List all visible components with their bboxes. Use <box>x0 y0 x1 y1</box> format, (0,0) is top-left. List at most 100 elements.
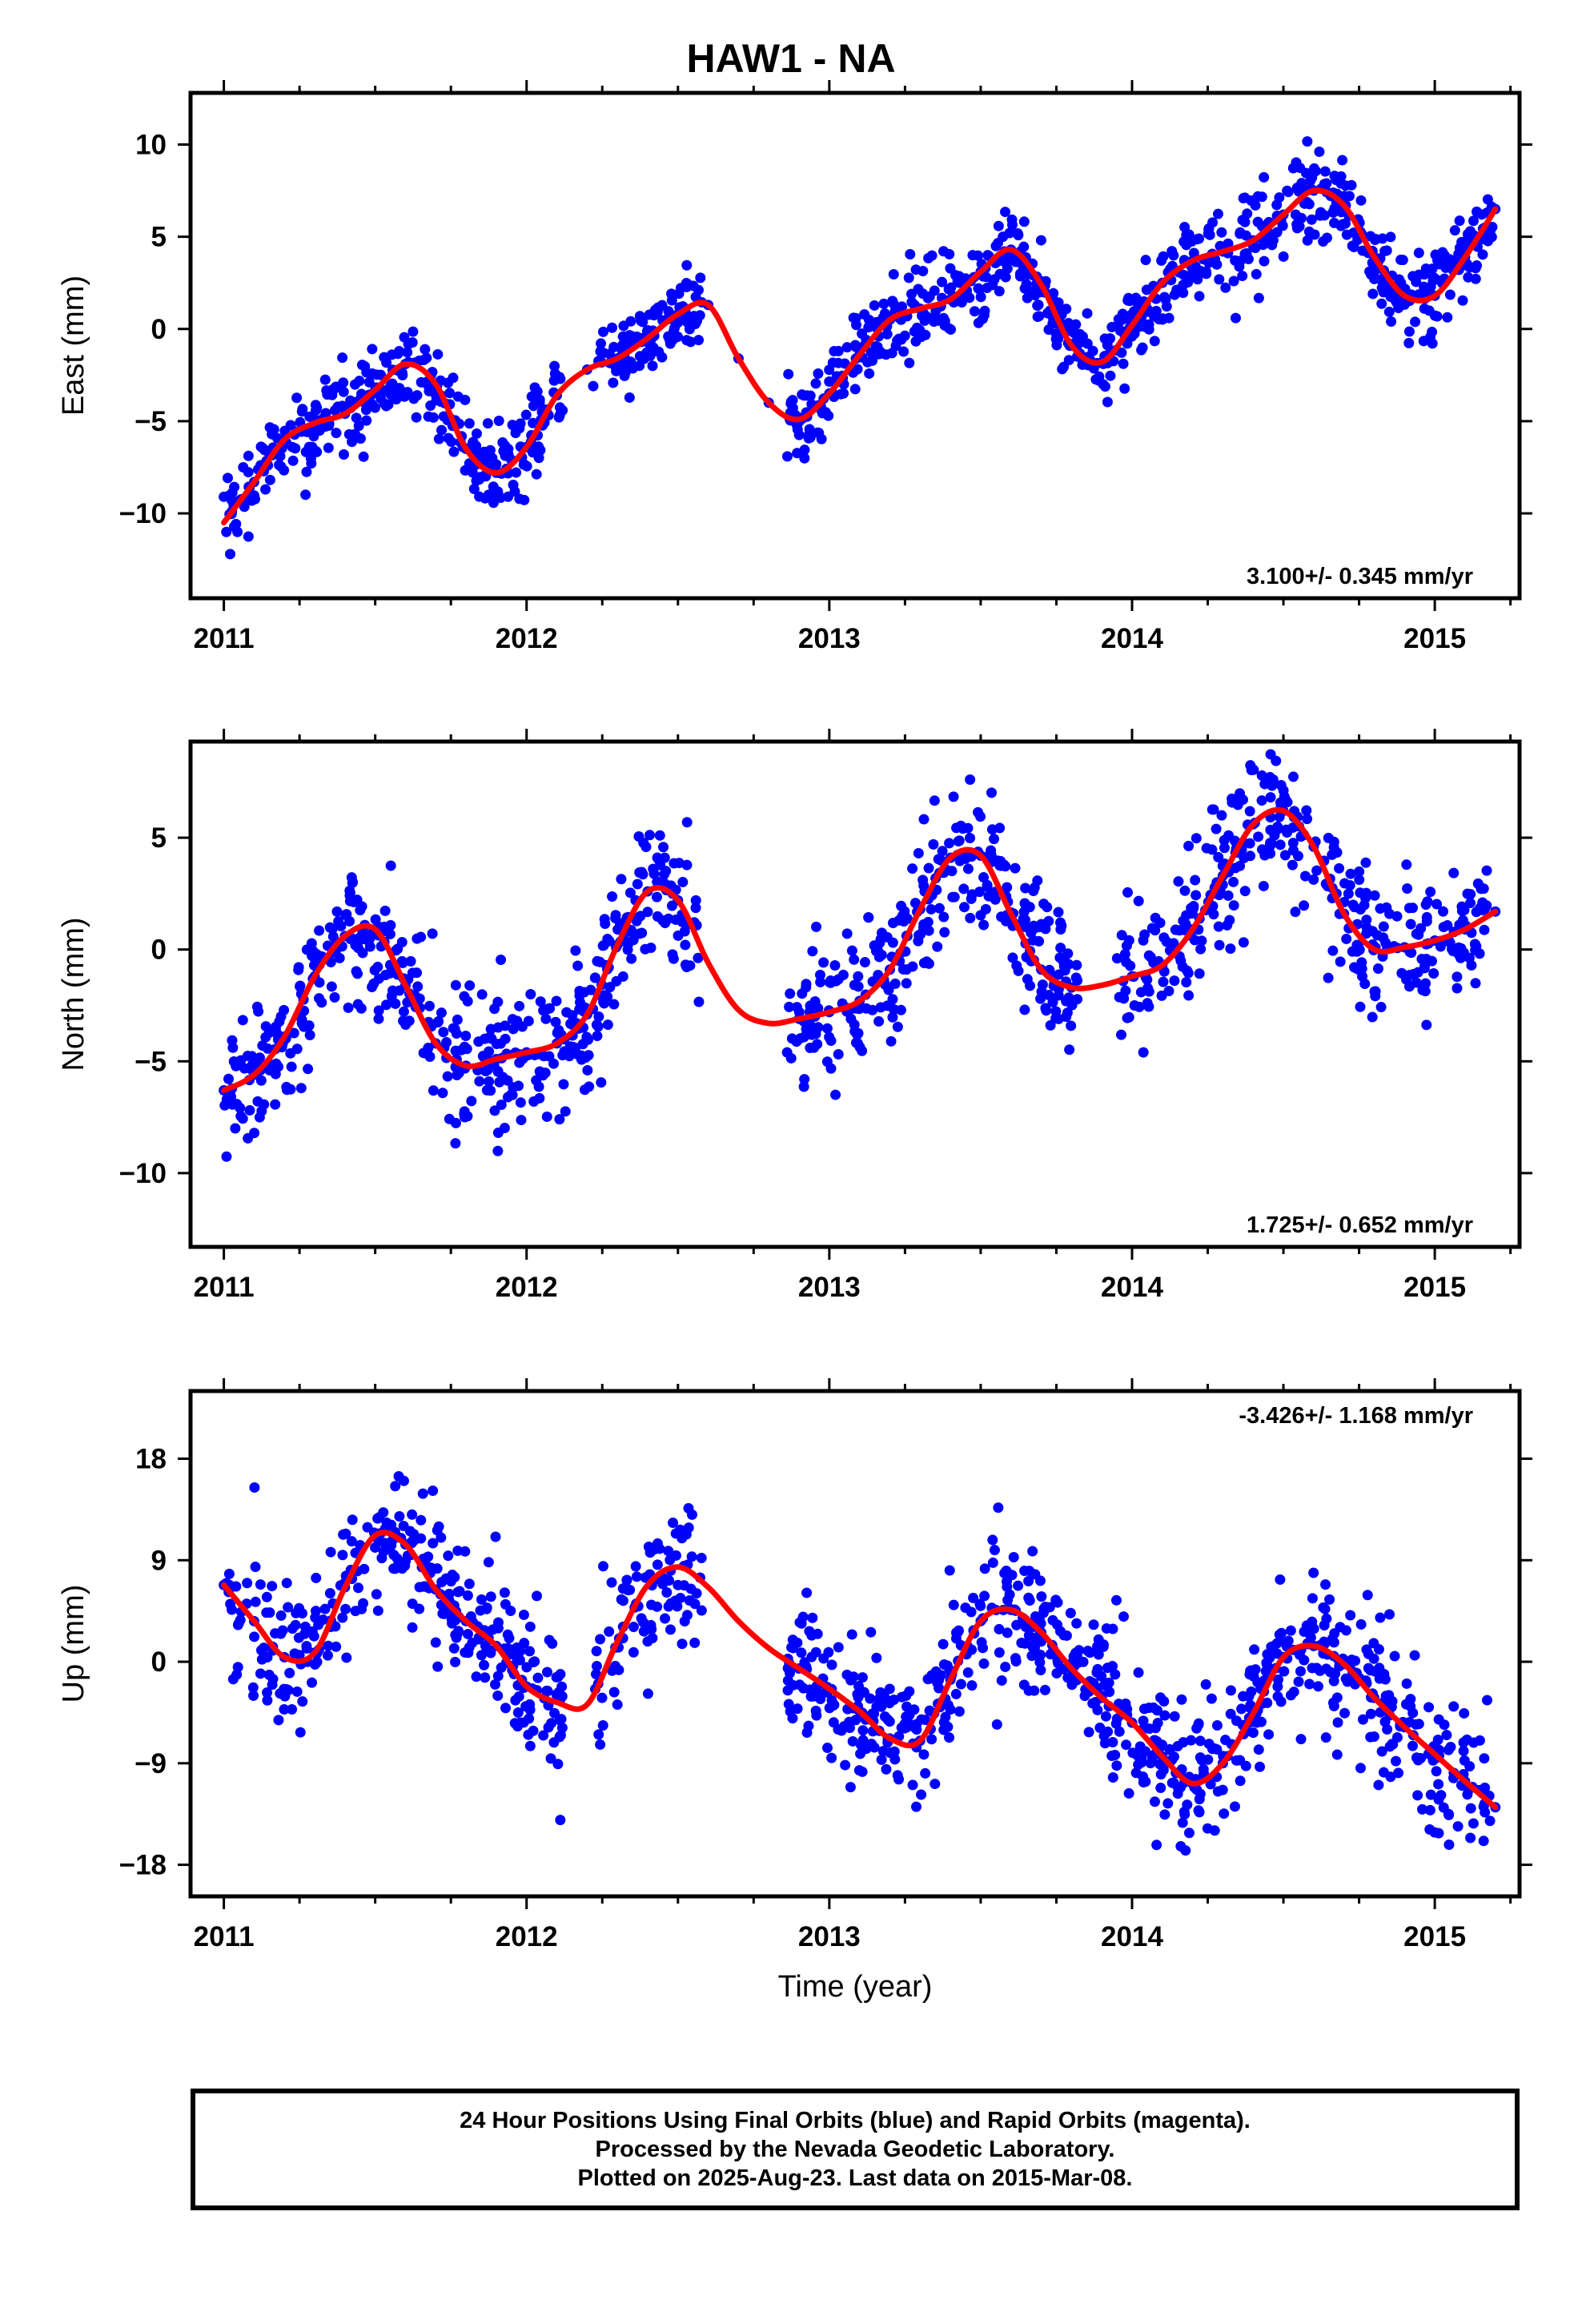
up-data-point <box>845 1782 856 1793</box>
east-data-point <box>1403 337 1415 348</box>
north-data-point <box>559 1046 570 1057</box>
north-data-point <box>385 860 396 871</box>
up-data-point <box>544 1634 555 1646</box>
up-data-point <box>284 1667 295 1679</box>
up-data-point <box>1332 1717 1343 1728</box>
up-data-point <box>1207 1743 1218 1755</box>
east-data-point <box>1238 193 1249 204</box>
up-data-point <box>390 1481 401 1492</box>
up-data-point <box>1478 1835 1489 1847</box>
north-data-point <box>497 1072 508 1083</box>
east-data-point <box>1140 255 1151 266</box>
up-data-point <box>1083 1727 1094 1738</box>
north-data-point <box>918 814 930 825</box>
up-data-point <box>994 1647 1005 1658</box>
north-data-point <box>341 909 352 920</box>
north-data-point <box>693 996 705 1007</box>
east-data-point <box>391 394 402 405</box>
up-data-point <box>1293 1676 1304 1687</box>
east-data-point <box>1214 274 1225 285</box>
up-data-point <box>1078 1656 1089 1667</box>
east-data-point <box>850 312 861 324</box>
north-data-point <box>1143 1001 1154 1012</box>
up-data-point <box>677 1638 688 1650</box>
up-data-point <box>1448 1701 1460 1712</box>
up-data-point <box>865 1626 877 1638</box>
east-data-point <box>300 489 311 501</box>
north-data-point <box>244 1104 255 1116</box>
north-data-point <box>1403 981 1415 992</box>
east-data-point <box>967 250 978 261</box>
north-data-point <box>1116 1029 1127 1040</box>
east-data-point <box>255 441 267 452</box>
up-data-point <box>595 1739 606 1750</box>
north-data-point <box>1032 875 1043 887</box>
up-data-point <box>979 1590 990 1602</box>
east-data-point <box>665 338 676 349</box>
east-data-point <box>1302 235 1313 246</box>
east-data-point <box>492 486 504 497</box>
up-data-point <box>968 1592 979 1603</box>
up-data-point <box>311 1656 323 1667</box>
east-data-point <box>554 372 565 383</box>
up-data-point <box>1051 1667 1062 1679</box>
east-data-point <box>1141 284 1152 296</box>
up-data-point <box>1400 1699 1411 1710</box>
east-rate-label: 3.100+/- 0.345 mm/yr <box>1247 564 1473 589</box>
north-y-tick-label: 5 <box>151 822 167 854</box>
up-data-point <box>866 1739 877 1751</box>
north-data-point <box>965 833 976 844</box>
up-rate-label: -3.426+/- 1.168 mm/yr <box>1239 1403 1473 1429</box>
up-data-point <box>801 1587 813 1598</box>
up-data-point <box>1054 1626 1066 1637</box>
up-data-point <box>532 1672 544 1683</box>
east-data-point <box>436 424 448 436</box>
up-data-point <box>1186 1735 1197 1746</box>
up-data-point <box>1255 1761 1266 1772</box>
north-data-point <box>667 949 678 960</box>
north-data-point <box>1111 953 1122 964</box>
east-data-point <box>864 368 875 379</box>
north-data-point <box>1327 945 1339 956</box>
north-data-point <box>295 1083 307 1094</box>
north-data-point <box>1037 979 1048 991</box>
up-data-point <box>841 1669 853 1680</box>
up-data-point <box>1465 1832 1476 1844</box>
up-data-point <box>1305 1632 1316 1643</box>
up-data-point <box>597 1719 608 1731</box>
east-data-point <box>229 481 240 493</box>
east-data-point <box>1321 178 1332 189</box>
up-data-point <box>524 1713 535 1724</box>
east-x-tick-label: 2013 <box>798 623 861 654</box>
up-data-point <box>1036 1591 1047 1602</box>
up-data-point <box>1088 1619 1099 1630</box>
up-data-point <box>1412 1755 1423 1766</box>
north-data-point <box>978 872 990 883</box>
north-data-point <box>352 943 363 954</box>
east-data-point <box>865 347 877 358</box>
north-data-point <box>255 1075 267 1086</box>
east-data-point <box>1462 228 1473 239</box>
up-data-point <box>1034 1575 1046 1586</box>
north-data-point <box>1420 978 1431 989</box>
north-data-point <box>460 1031 472 1042</box>
north-data-point <box>352 999 363 1010</box>
up-data-point <box>821 1743 833 1754</box>
east-data-point <box>634 351 645 362</box>
up-data-point <box>617 1595 628 1606</box>
east-data-point <box>961 292 972 303</box>
east-data-point <box>799 444 810 456</box>
up-data-point <box>341 1652 352 1663</box>
up-data-point <box>826 1659 837 1671</box>
north-data-point <box>259 1099 270 1110</box>
up-data-point <box>823 1647 834 1658</box>
up-data-point <box>1087 1698 1098 1709</box>
east-data-point <box>1035 235 1046 246</box>
up-data-point <box>1100 1711 1111 1722</box>
north-data-point <box>1462 888 1473 899</box>
east-data-point <box>1212 208 1223 219</box>
north-data-point <box>1024 980 1035 991</box>
up-data-point <box>279 1691 291 1702</box>
up-data-point <box>532 1590 543 1602</box>
up-data-point <box>871 1652 882 1663</box>
